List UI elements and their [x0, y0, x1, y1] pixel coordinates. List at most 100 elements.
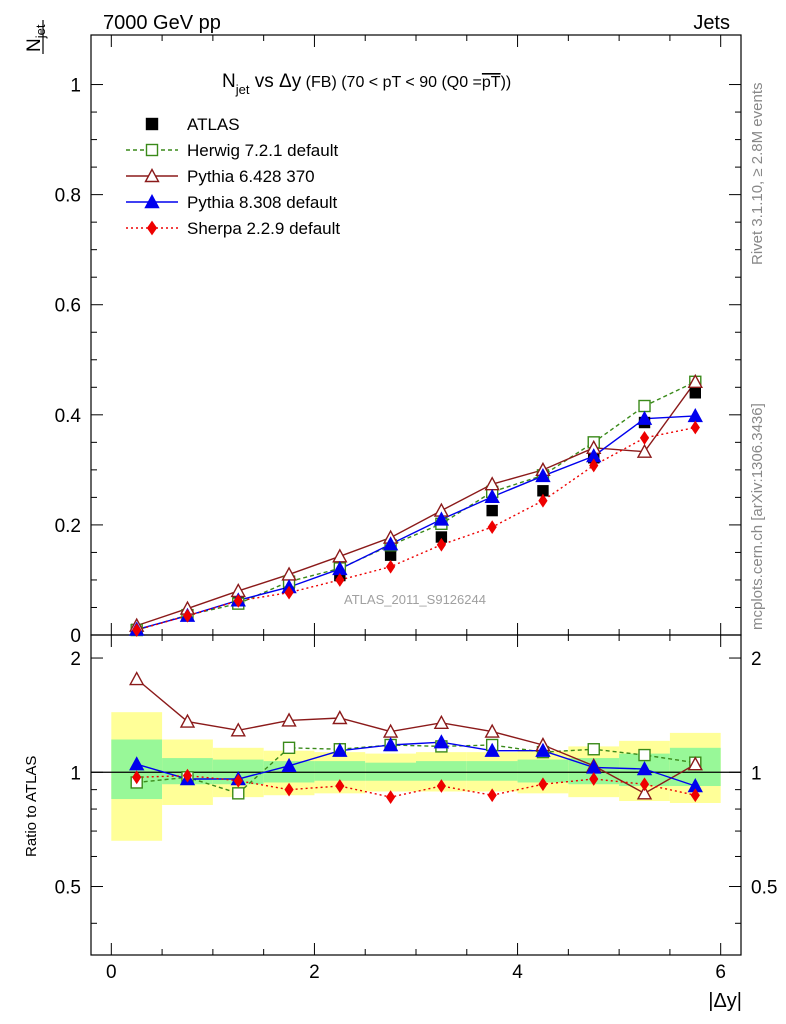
side-label-top: Rivet 3.1.10, ≥ 2.8M events	[749, 83, 766, 266]
main-point-sherpa	[182, 608, 193, 623]
main-point-pythia8	[382, 536, 399, 551]
ratio-point-herwig	[638, 748, 651, 762]
main-point-pythia6	[484, 476, 500, 491]
ratio-point-sherpa	[233, 773, 243, 788]
main-ytick-label: 0	[70, 626, 81, 647]
main-point-herwig	[638, 399, 651, 413]
main-point-pythia6	[687, 373, 703, 388]
title-close: ))	[501, 74, 512, 91]
ratio-point-pythia6	[332, 710, 348, 725]
main-point-pythia6	[636, 443, 653, 458]
main-point-pythia8	[433, 511, 450, 526]
main-point-sherpa	[132, 623, 142, 637]
main-point-sherpa	[487, 520, 497, 535]
ratio-point-sherpa	[538, 777, 548, 792]
main-point-atlas	[486, 504, 498, 517]
side-label-bottom: mcplots.cern.ch [arXiv:1306.3436]	[749, 403, 766, 630]
ratio-ylabel: Ratio to ATLAS	[23, 756, 40, 857]
ratio-point-pythia6	[179, 713, 196, 728]
band-inner-bin	[314, 761, 366, 781]
ratio-point-pythia8	[281, 757, 297, 773]
ratio-point-pythia8	[382, 737, 399, 752]
title-n-sub: jet	[235, 82, 250, 97]
main-point-pythia6	[332, 548, 348, 563]
main-ytick-label: 0.2	[55, 516, 81, 537]
ratio-ytick-label-right: 0.5	[751, 878, 777, 899]
ratio-point-pythia8	[332, 742, 348, 757]
ratio-ytick-label-right: 2	[751, 649, 762, 670]
legend-label-pythia6: Pythia 6.428 370	[187, 167, 315, 186]
main-point-sherpa	[690, 420, 700, 435]
title-pt: pT	[482, 74, 501, 91]
main-point-sherpa	[538, 493, 548, 508]
ratio-point-pythia8	[636, 761, 653, 776]
main-line-herwig	[136, 381, 696, 631]
main-point-pythia8	[687, 407, 703, 423]
xtick-label: 6	[715, 962, 726, 983]
ratio-point-herwig	[232, 787, 245, 800]
ratio-point-sherpa	[182, 768, 193, 783]
legend-label-herwig: Herwig 7.2.1 default	[187, 141, 338, 160]
main-line-sherpa	[136, 426, 696, 631]
ratio-point-herwig	[282, 741, 296, 755]
legend-marker-herwig	[145, 143, 159, 157]
main-point-pythia6	[281, 566, 297, 581]
ratio-point-pythia8	[484, 742, 500, 757]
ratio-point-pythia6	[230, 722, 246, 737]
main-point-sherpa	[436, 537, 446, 552]
ratio-line-sherpa	[136, 774, 696, 798]
ylabel-den: Njet	[24, 24, 48, 52]
ratio-point-sherpa	[335, 779, 345, 793]
ratio-point-pythia6	[433, 714, 450, 730]
ratio-line-pythia8	[136, 741, 696, 787]
legend-label-sherpa: Sherpa 2.2.9 default	[187, 219, 340, 238]
main-title: Njet vs Δy (FB) (70 < pT < 90 (Q0 =pT))	[222, 71, 511, 97]
ratio-point-pythia6	[281, 712, 297, 727]
main-point-atlas	[384, 549, 397, 561]
ratio-point-herwig	[587, 743, 600, 756]
main-ytick-label: 1	[70, 76, 81, 97]
ratio-point-sherpa	[386, 790, 396, 805]
main-point-pythia8	[484, 488, 500, 504]
legend-marker-sherpa	[146, 220, 158, 236]
band-inner-bin	[416, 761, 467, 781]
ratio-point-sherpa	[639, 777, 650, 792]
main-point-sherpa	[386, 559, 396, 574]
ratio-point-pythia6	[687, 756, 703, 771]
main-point-sherpa	[589, 458, 599, 473]
main-point-sherpa	[639, 431, 650, 445]
ratio-line-pythia6	[136, 678, 696, 795]
band-inner-bin	[517, 759, 569, 783]
main-point-sherpa	[335, 573, 345, 587]
main-ytick-label: 0.4	[55, 406, 82, 427]
legend-label-atlas: ATLAS	[187, 115, 240, 134]
main-point-pythia8	[636, 410, 653, 425]
band-inner-bin	[466, 761, 518, 781]
ratio-point-sherpa	[487, 788, 497, 803]
legend-marker-pythia6	[144, 168, 160, 183]
title-vs: vs Δy	[249, 71, 301, 92]
title-n: N	[222, 71, 236, 92]
xlabel: |Δy|	[708, 990, 742, 1012]
series-lines	[136, 381, 696, 798]
main-point-pythia8	[535, 467, 551, 483]
ratio-point-sherpa	[589, 772, 599, 786]
title-cut: (70 < pT < 90 (Q0 =	[341, 74, 482, 91]
xtick-label: 2	[309, 962, 320, 983]
main-point-sherpa	[284, 585, 294, 600]
plot-frames: 00.20.40.60.810 2 4 60.5 0.51 12 2	[55, 34, 777, 983]
legend: ATLAS Herwig 7.2.1 default Pythia 6.428 37…	[126, 115, 340, 238]
legend-label-pythia8: Pythia 8.308 default	[187, 193, 338, 212]
ratio-point-pythia8	[433, 734, 450, 749]
main-point-sherpa	[233, 593, 243, 608]
ratio-point-pythia8	[535, 742, 551, 757]
ratio-point-pythia6	[484, 723, 500, 738]
ratio-ytick-label: 1	[70, 763, 81, 784]
ratio-point-sherpa	[436, 779, 446, 793]
ratio-point-sherpa	[284, 782, 294, 797]
analysis-watermark: ATLAS_2011_S9126244	[344, 592, 486, 607]
watermark-group: ATLAS_2011_S9126244	[344, 592, 486, 607]
ratio-uncertainty-bands	[91, 712, 741, 841]
ratio-point-pythia6	[636, 785, 653, 800]
